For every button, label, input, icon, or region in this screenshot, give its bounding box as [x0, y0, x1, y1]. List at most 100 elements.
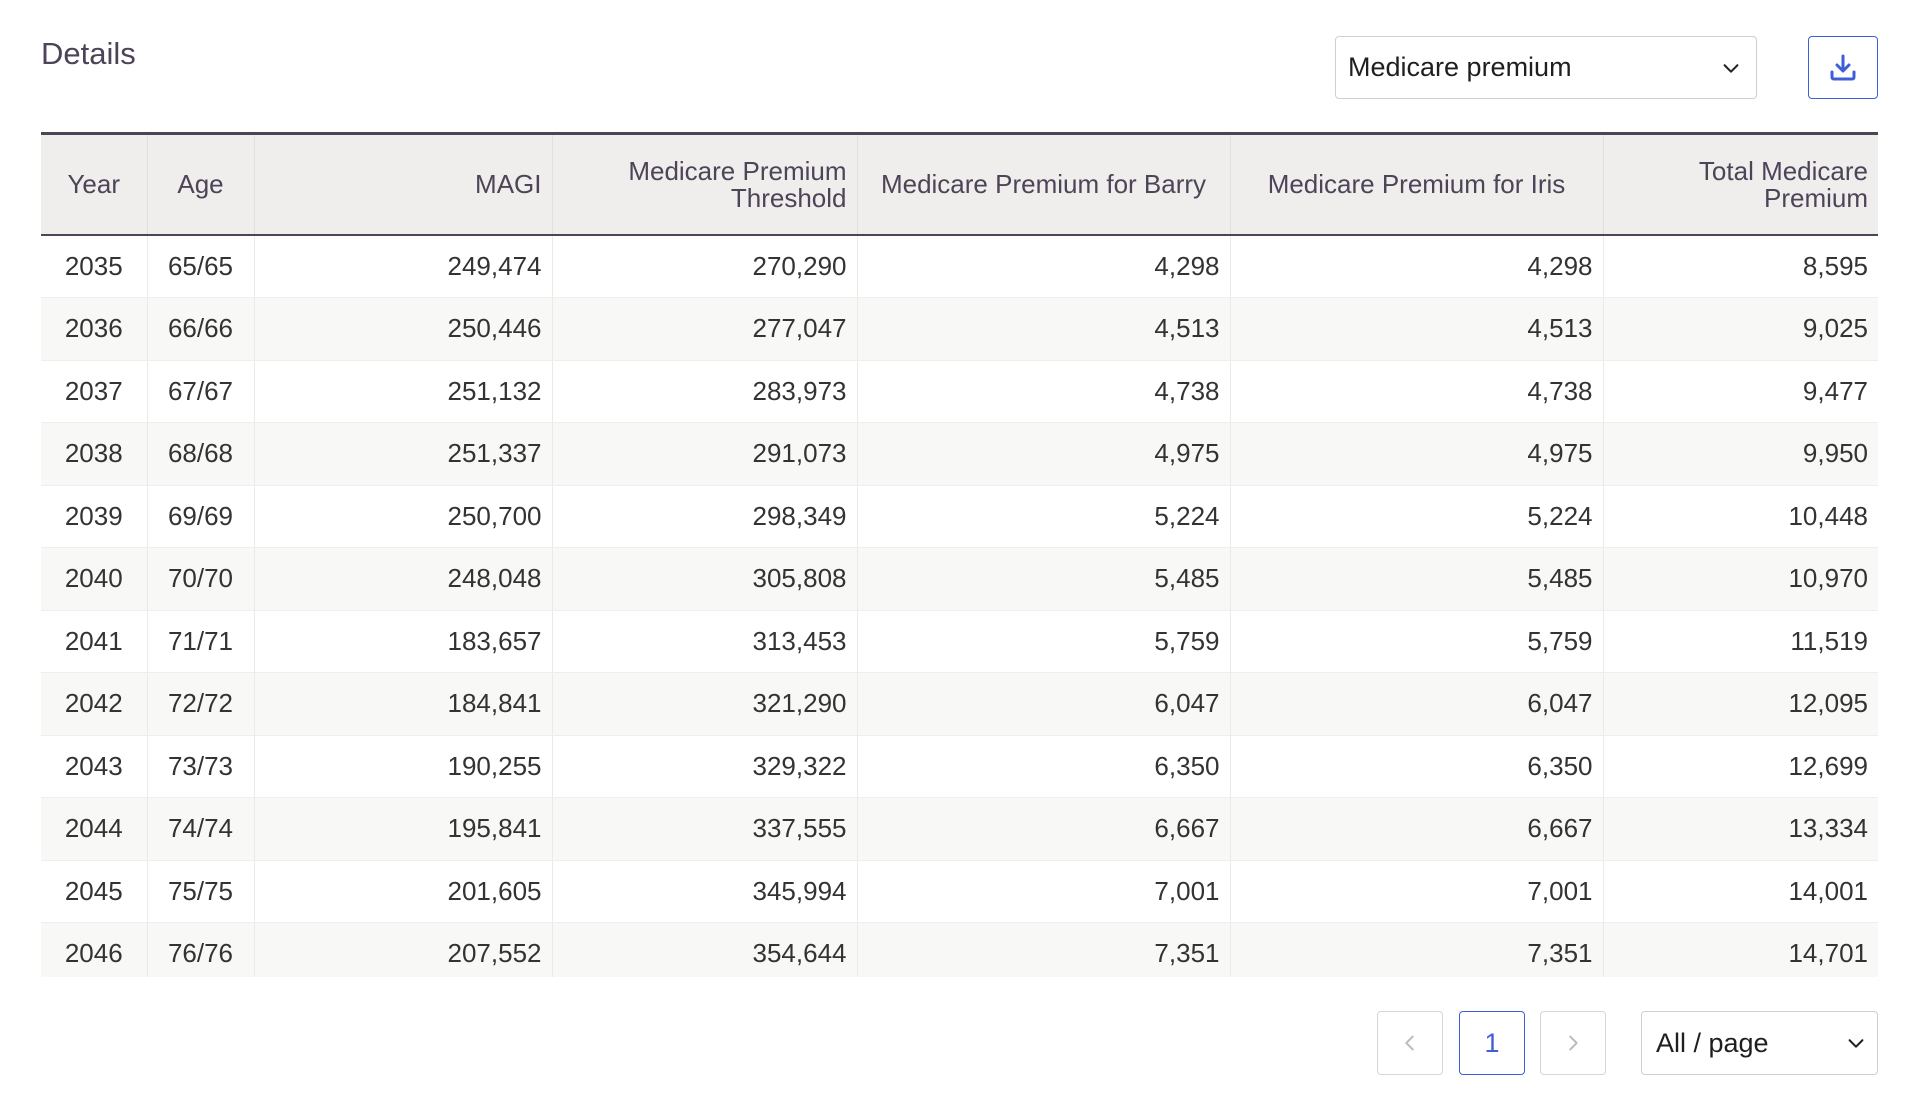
cell-year: 2046 [41, 922, 148, 977]
cell-threshold: 354,644 [552, 922, 858, 977]
table-row: 2044 74/74 195,841 337,555 6,667 6,667 13,334 [41, 797, 1878, 861]
details-table: Year Age MAGI Medicare Premium Threshold… [41, 132, 1878, 977]
table-row: 2035 65/65 249,474 270,290 4,298 4,298 8,595 [41, 235, 1878, 298]
cell-threshold: 313,453 [552, 610, 858, 673]
cell-magi: 249,474 [254, 235, 553, 298]
table-row: 2042 72/72 184,841 321,290 6,047 6,047 12,095 [41, 672, 1878, 736]
prev-page-button[interactable] [1377, 1011, 1443, 1075]
column-header-year[interactable]: Year [41, 135, 148, 236]
cell-total-premium: 12,699 [1603, 735, 1878, 798]
cell-magi: 251,132 [254, 360, 553, 423]
cell-premium-iris: 5,224 [1230, 485, 1604, 548]
cell-magi: 183,657 [254, 610, 553, 673]
column-header-threshold[interactable]: Medicare Premium Threshold [552, 135, 858, 236]
cell-year: 2043 [41, 735, 148, 798]
cell-premium-barry: 7,001 [857, 860, 1231, 923]
table-row: 2040 70/70 248,048 305,808 5,485 5,485 10,970 [41, 547, 1878, 611]
cell-premium-iris: 7,001 [1230, 860, 1604, 923]
cell-premium-barry: 5,759 [857, 610, 1231, 673]
next-page-button[interactable] [1540, 1011, 1606, 1075]
cell-premium-barry: 4,513 [857, 297, 1231, 361]
cell-threshold: 305,808 [552, 547, 858, 611]
chevron-down-icon [1848, 1039, 1864, 1048]
cell-threshold: 321,290 [552, 672, 858, 736]
cell-threshold: 337,555 [552, 797, 858, 861]
table-header-row: Year Age MAGI Medicare Premium Threshold… [41, 135, 1878, 236]
cell-premium-iris: 4,513 [1230, 297, 1604, 361]
cell-magi: 195,841 [254, 797, 553, 861]
table-row: 2043 73/73 190,255 329,322 6,350 6,350 12,699 [41, 735, 1878, 798]
cell-premium-iris: 6,047 [1230, 672, 1604, 736]
cell-premium-barry: 4,298 [857, 235, 1231, 298]
cell-total-premium: 10,970 [1603, 547, 1878, 611]
column-header-total-premium[interactable]: Total Medicare Premium [1603, 135, 1878, 236]
table-row: 2045 75/75 201,605 345,994 7,001 7,001 14,001 [41, 860, 1878, 923]
cell-age: 65/65 [147, 235, 255, 298]
cell-total-premium: 8,595 [1603, 235, 1878, 298]
cell-age: 66/66 [147, 297, 255, 361]
cell-year: 2036 [41, 297, 148, 361]
cell-year: 2044 [41, 797, 148, 861]
table-row: 2037 67/67 251,132 283,973 4,738 4,738 9,477 [41, 360, 1878, 423]
view-select-value: Medicare premium [1348, 52, 1572, 82]
cell-premium-iris: 5,485 [1230, 547, 1604, 611]
cell-premium-iris: 4,738 [1230, 360, 1604, 423]
table-row: 2041 71/71 183,657 313,453 5,759 5,759 11,519 [41, 610, 1878, 673]
cell-premium-barry: 6,667 [857, 797, 1231, 861]
cell-total-premium: 9,477 [1603, 360, 1878, 423]
cell-premium-iris: 4,298 [1230, 235, 1604, 298]
cell-year: 2040 [41, 547, 148, 611]
chevron-down-icon [1723, 63, 1739, 73]
cell-age: 72/72 [147, 672, 255, 736]
table-row: 2036 66/66 250,446 277,047 4,513 4,513 9,025 [41, 297, 1878, 361]
cell-age: 74/74 [147, 797, 255, 861]
cell-year: 2035 [41, 235, 148, 298]
cell-magi: 184,841 [254, 672, 553, 736]
download-icon [1830, 54, 1856, 80]
cell-premium-iris: 4,975 [1230, 422, 1604, 486]
cell-total-premium: 14,701 [1603, 922, 1878, 977]
cell-year: 2037 [41, 360, 148, 423]
cell-magi: 250,700 [254, 485, 553, 548]
cell-total-premium: 13,334 [1603, 797, 1878, 861]
cell-total-premium: 12,095 [1603, 672, 1878, 736]
cell-threshold: 283,973 [552, 360, 858, 423]
cell-premium-iris: 6,350 [1230, 735, 1604, 798]
cell-year: 2041 [41, 610, 148, 673]
column-header-premium-iris[interactable]: Medicare Premium for Iris [1230, 135, 1604, 236]
view-select[interactable]: Medicare premium [1335, 36, 1757, 99]
cell-magi: 190,255 [254, 735, 553, 798]
page-number-button[interactable]: 1 [1459, 1011, 1525, 1075]
column-header-age[interactable]: Age [147, 135, 255, 236]
cell-age: 71/71 [147, 610, 255, 673]
download-button[interactable] [1808, 36, 1878, 99]
cell-age: 73/73 [147, 735, 255, 798]
cell-threshold: 345,994 [552, 860, 858, 923]
cell-year: 2039 [41, 485, 148, 548]
cell-total-premium: 9,025 [1603, 297, 1878, 361]
cell-age: 70/70 [147, 547, 255, 611]
cell-total-premium: 14,001 [1603, 860, 1878, 923]
cell-threshold: 329,322 [552, 735, 858, 798]
cell-threshold: 277,047 [552, 297, 858, 361]
page-size-value: All / page [1656, 1027, 1769, 1058]
cell-total-premium: 9,950 [1603, 422, 1878, 486]
cell-magi: 248,048 [254, 547, 553, 611]
chevron-left-icon [1405, 1035, 1414, 1051]
cell-premium-barry: 4,738 [857, 360, 1231, 423]
cell-total-premium: 11,519 [1603, 610, 1878, 673]
table-row: 2038 68/68 251,337 291,073 4,975 4,975 9,950 [41, 422, 1878, 486]
cell-total-premium: 10,448 [1603, 485, 1878, 548]
cell-age: 68/68 [147, 422, 255, 486]
column-header-premium-barry[interactable]: Medicare Premium for Barry [857, 135, 1231, 236]
cell-premium-iris: 7,351 [1230, 922, 1604, 977]
column-header-magi[interactable]: MAGI [254, 135, 553, 236]
page-title: Details [41, 36, 136, 71]
cell-premium-iris: 5,759 [1230, 610, 1604, 673]
chevron-right-icon [1569, 1035, 1578, 1051]
cell-threshold: 291,073 [552, 422, 858, 486]
cell-magi: 251,337 [254, 422, 553, 486]
page-size-select[interactable]: All / page [1641, 1011, 1878, 1075]
table-row: 2046 76/76 207,552 354,644 7,351 7,351 14,701 [41, 922, 1878, 977]
